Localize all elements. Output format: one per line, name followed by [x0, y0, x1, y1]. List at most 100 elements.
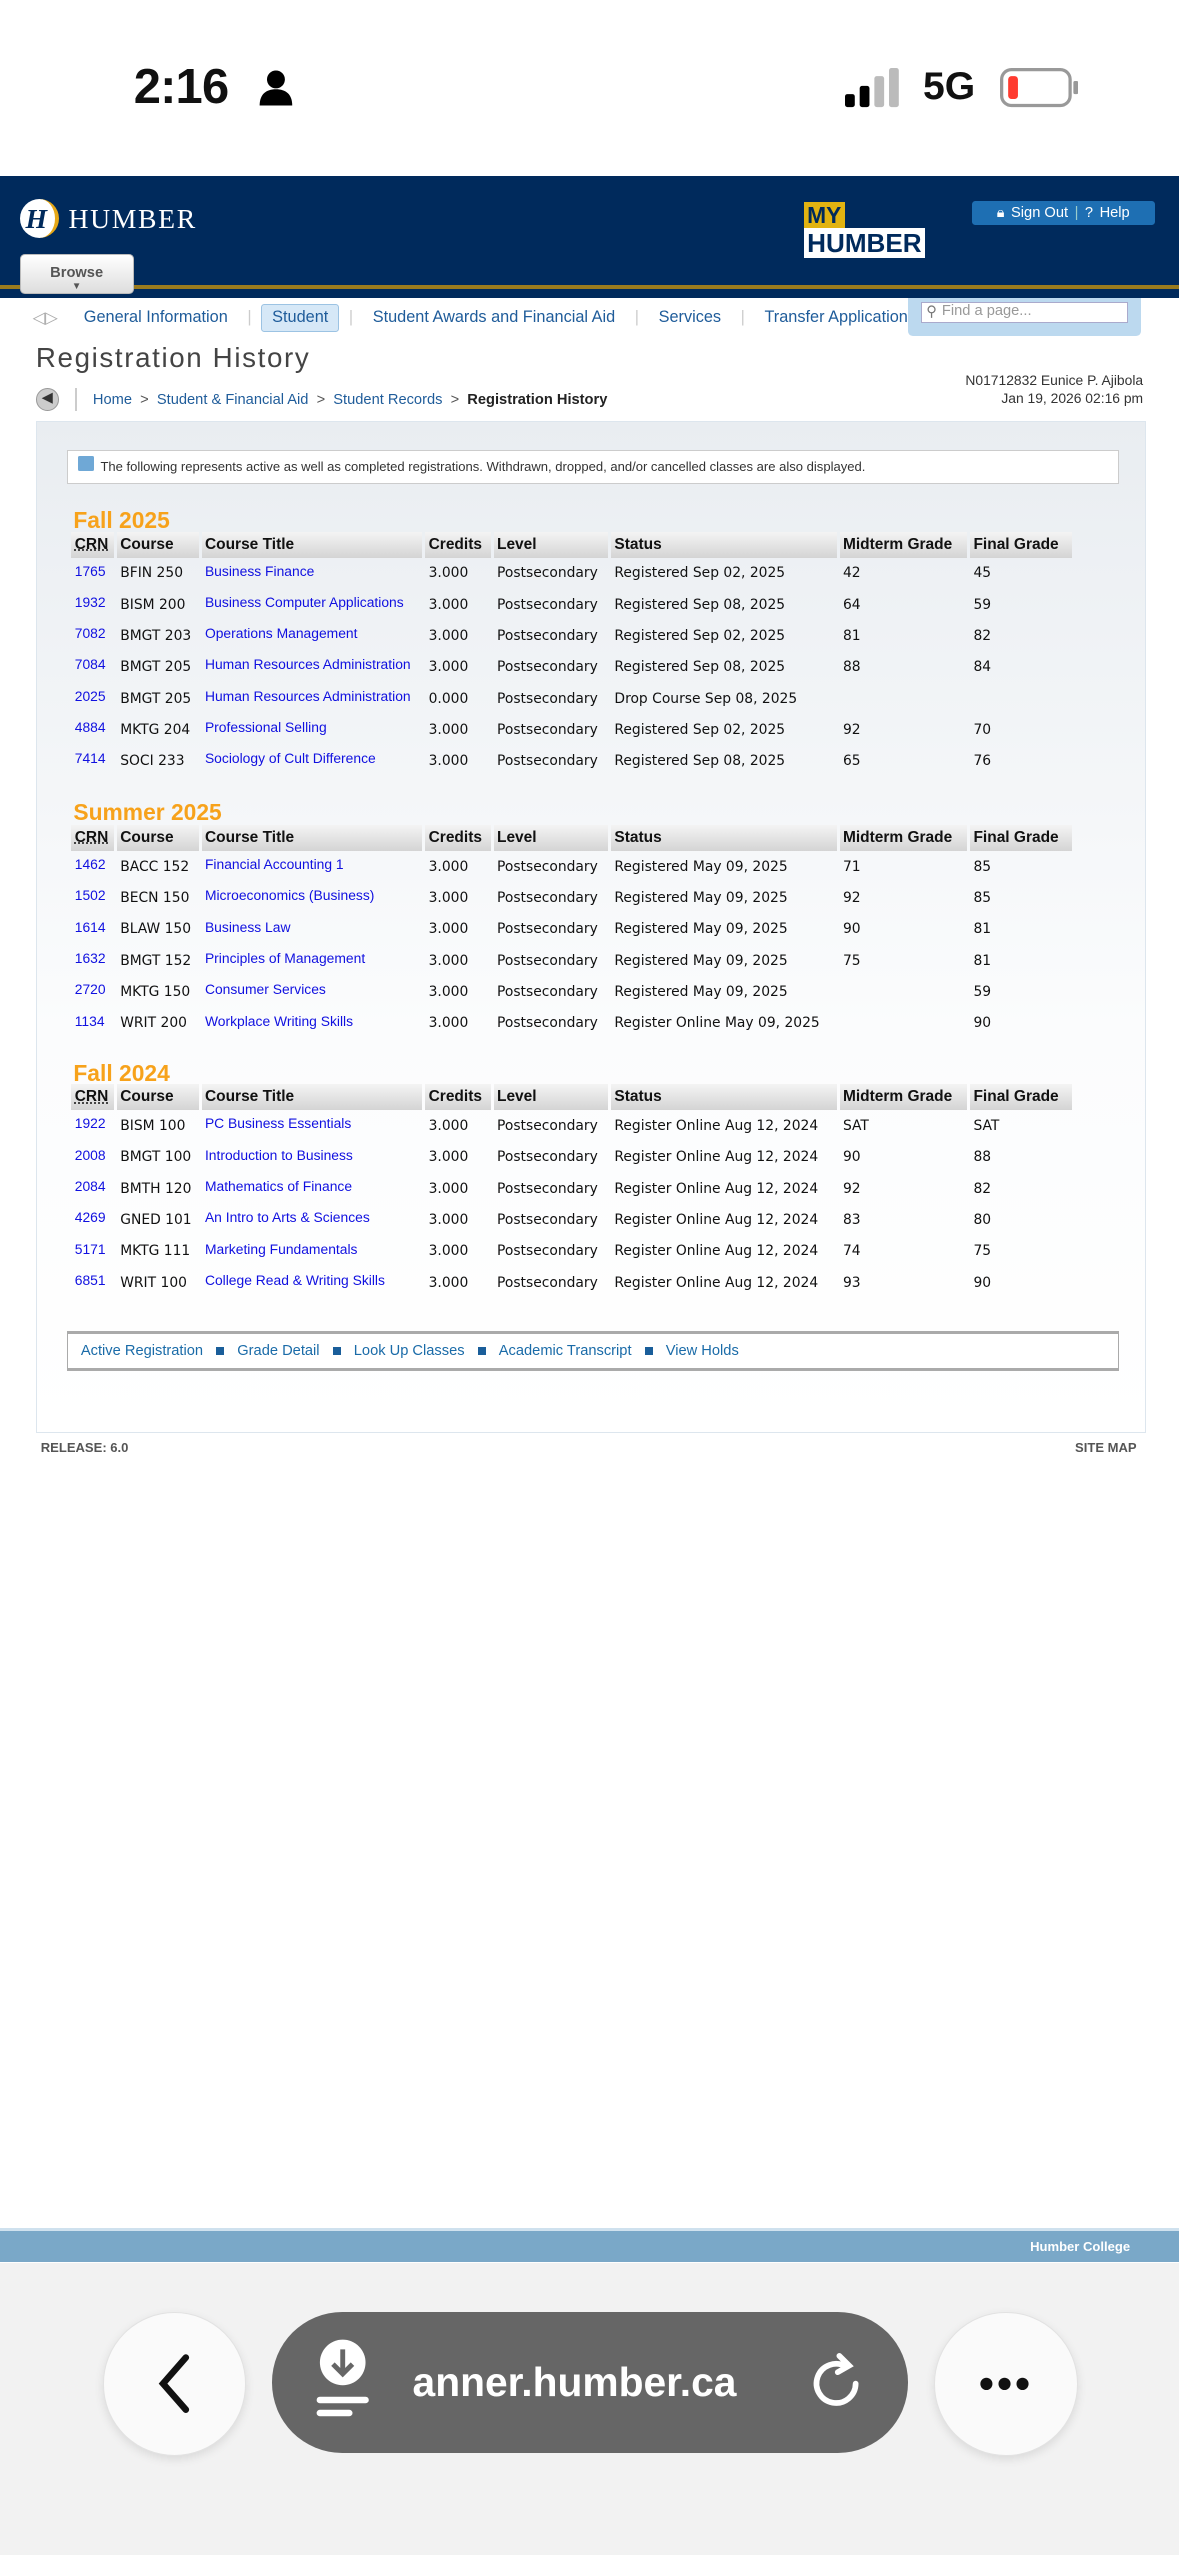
browse-button[interactable]: Browse ▼ [19, 254, 134, 294]
cell-title[interactable]: PC Business Essentials [204, 1115, 352, 1132]
cell-final: 90 [973, 1274, 992, 1291]
cell-crn[interactable]: 4884 [74, 719, 106, 736]
cell-title[interactable]: Mathematics of Finance [204, 1177, 353, 1194]
cell-title[interactable]: Financial Accounting 1 [204, 856, 344, 873]
cell-crn[interactable]: 1134 [74, 1012, 105, 1029]
cell-title[interactable]: An Intro to Arts & Sciences [204, 1209, 370, 1226]
link-look-up-classes[interactable]: Look Up Classes [353, 1343, 465, 1360]
breadcrumb-current: Registration History [467, 391, 608, 408]
cell-title[interactable]: College Read & Writing Skills [204, 1271, 385, 1288]
cell-credits: 3.000 [428, 753, 469, 770]
cell-course: BFIN 250 [120, 565, 184, 582]
tab-services[interactable]: Services [658, 308, 722, 327]
cell-credits: 3.000 [428, 858, 469, 875]
cell-level: Postsecondary [496, 1274, 598, 1291]
tab-general-information[interactable]: General Information [83, 308, 228, 327]
cell-crn[interactable]: 2025 [74, 687, 106, 704]
cell-crn[interactable]: 2008 [74, 1146, 106, 1163]
cell-title[interactable]: Principles of Management [204, 949, 366, 966]
cell-level: Postsecondary [496, 1243, 598, 1260]
table-row: 2084 BMTH 120 Mathematics of Finance 3.000 P… [71, 1173, 1071, 1204]
address-bar[interactable]: anner.humber.ca [272, 2312, 909, 2453]
link-view-holds[interactable]: View Holds [665, 1343, 739, 1360]
cell-crn[interactable]: 7084 [74, 656, 106, 673]
cell-crn[interactable]: 1765 [74, 562, 106, 579]
cell-final: SAT [973, 1118, 1000, 1135]
cell-final: 75 [973, 1243, 992, 1260]
more-button[interactable]: ••• [934, 2312, 1078, 2456]
cell-title[interactable]: Marketing Fundamentals [204, 1240, 358, 1257]
cell-level: Postsecondary [496, 1015, 598, 1032]
back-arrow-icon[interactable]: ◀ [35, 388, 59, 411]
cell-title[interactable]: Human Resources Administration [204, 687, 411, 704]
cell-crn[interactable]: 1632 [74, 949, 106, 966]
cell-crn[interactable]: 2720 [74, 981, 106, 998]
cell-crn[interactable]: 4269 [74, 1209, 106, 1226]
cell-title[interactable]: Workplace Writing Skills [204, 1012, 354, 1029]
tab-student-awards[interactable]: Student Awards and Financial Aid [372, 308, 616, 327]
cell-title[interactable]: Business Finance [204, 562, 315, 579]
cell-crn[interactable]: 1462 [74, 856, 106, 873]
cell-crn[interactable]: 1614 [74, 918, 106, 935]
nav-arrows-icon[interactable]: ◁▷ [32, 308, 58, 327]
help-link[interactable]: Help [1099, 204, 1130, 221]
breadcrumb-student-financial-aid[interactable]: Student & Financial Aid [156, 391, 309, 408]
info-message: The following represents active as well … [66, 450, 1119, 485]
myhumber-logo[interactable]: MY HUMBER [803, 202, 925, 258]
cell-final: 84 [973, 659, 992, 676]
cell-course: SOCI 233 [120, 753, 185, 770]
cell-crn[interactable]: 1922 [74, 1115, 106, 1132]
breadcrumb-student-records[interactable]: Student Records [333, 391, 443, 408]
cell-credits: 3.000 [428, 565, 469, 582]
tab-student[interactable]: Student [261, 304, 340, 332]
cell-title[interactable]: Sociology of Cult Difference [204, 750, 376, 767]
cell-mid [840, 976, 968, 1007]
cell-title[interactable]: Business Law [204, 918, 291, 935]
person-icon [259, 70, 292, 106]
cell-title[interactable]: Introduction to Business [204, 1146, 353, 1163]
download-icon[interactable] [315, 2338, 370, 2420]
table-row: 1922 BISM 100 PC Business Essentials 3.000 P… [71, 1110, 1071, 1141]
user-info: N01712832 Eunice P. Ajibola Jan 19, 2026 … [965, 372, 1143, 408]
cell-final: 88 [973, 1149, 992, 1166]
table-row: 7082 BMGT 203 Operations Management 3.000 Po… [71, 620, 1071, 651]
info-speech-icon [77, 455, 94, 471]
cell-credits: 3.000 [428, 952, 469, 969]
cell-title[interactable]: Microeconomics (Business) [204, 887, 375, 904]
cell-title[interactable]: Human Resources Administration [204, 656, 411, 673]
cell-credits: 3.000 [428, 1243, 469, 1260]
cell-title[interactable]: Professional Selling [204, 719, 327, 736]
clock: 2:16 [133, 59, 229, 114]
help-icon: ? [1084, 204, 1094, 221]
cell-title[interactable]: Business Computer Applications [204, 593, 404, 610]
breadcrumb-home[interactable]: Home [92, 391, 133, 408]
back-button[interactable] [102, 2312, 247, 2456]
link-academic-transcript[interactable]: Academic Transcript [498, 1343, 632, 1360]
cell-crn[interactable]: 1932 [74, 593, 106, 610]
term-heading: Fall 2024 [73, 1059, 170, 1086]
bullet-icon [332, 1346, 341, 1356]
cell-crn[interactable]: 1502 [74, 887, 106, 904]
cell-crn[interactable]: 7414 [74, 750, 106, 767]
footer-bar: Humber College [0, 2227, 1179, 2262]
cell-mid: 65 [842, 753, 861, 770]
cell-title[interactable]: Consumer Services [204, 981, 326, 998]
cell-status: Registered May 09, 2025 [614, 890, 788, 907]
humber-logo[interactable]: H HUMBER [19, 198, 197, 239]
term-heading: Fall 2025 [73, 507, 170, 534]
cell-credits: 3.000 [428, 1149, 469, 1166]
search-input[interactable]: Find a page... [921, 301, 1129, 323]
link-active-registration[interactable]: Active Registration [80, 1343, 204, 1360]
sign-out-link[interactable]: Sign Out [1011, 204, 1069, 221]
tab-transfer-application[interactable]: Transfer Application [764, 308, 908, 327]
cell-crn[interactable]: 7082 [74, 625, 106, 642]
cell-title[interactable]: Operations Management [204, 625, 358, 642]
cell-credits: 3.000 [428, 1015, 469, 1032]
cell-crn[interactable]: 5171 [74, 1240, 106, 1257]
site-map-link[interactable]: SITE MAP [1075, 1439, 1137, 1455]
reload-icon[interactable] [810, 2351, 865, 2413]
cell-crn[interactable]: 2084 [74, 1177, 106, 1194]
cell-crn[interactable]: 6851 [74, 1271, 106, 1288]
link-grade-detail[interactable]: Grade Detail [237, 1343, 320, 1360]
